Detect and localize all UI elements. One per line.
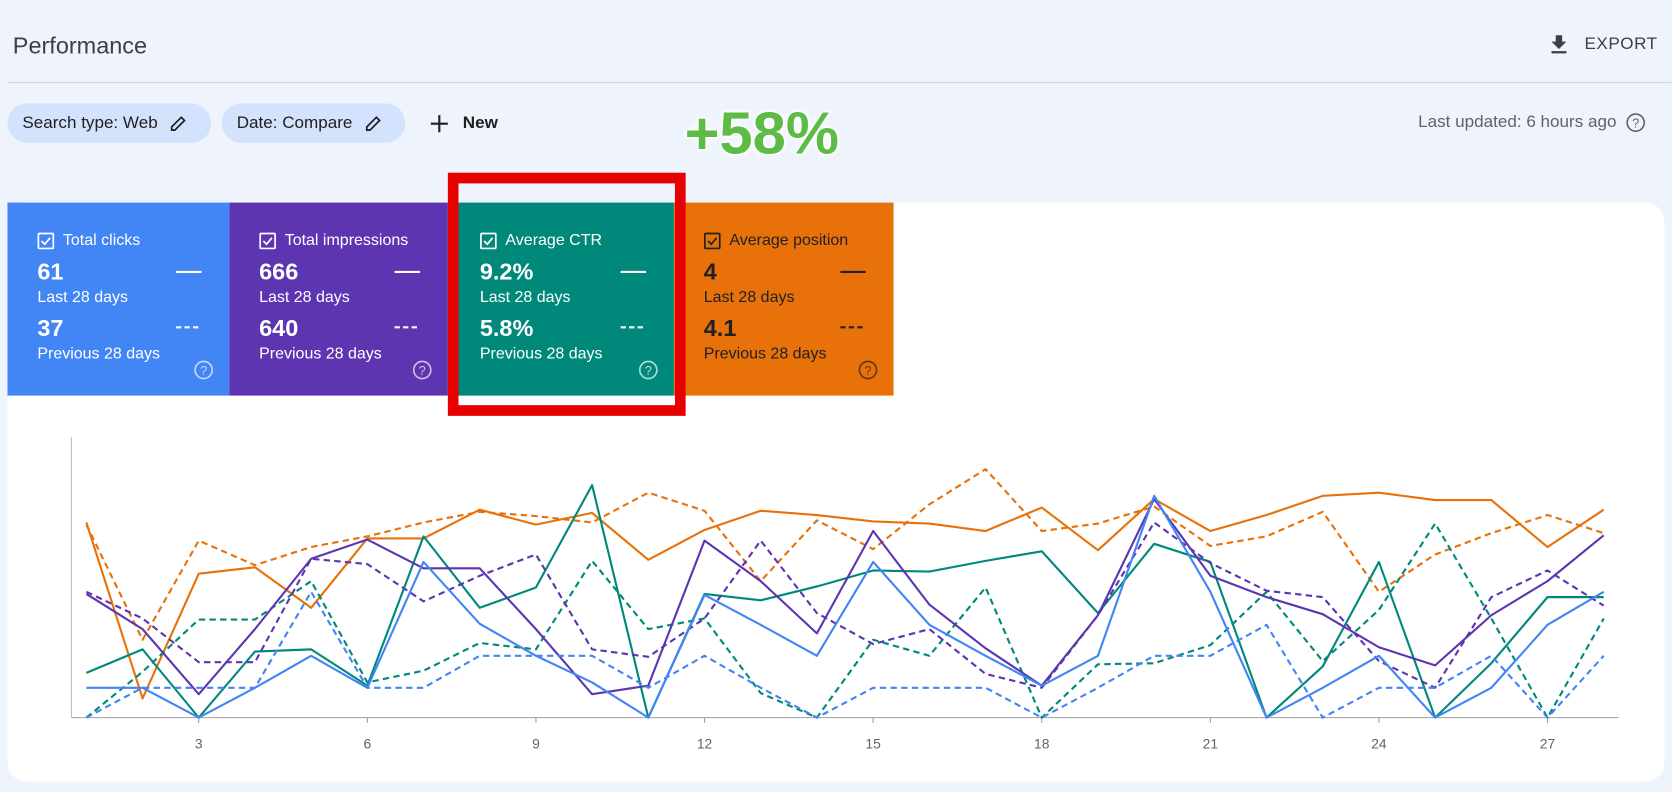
card-label: Average position [729,231,849,250]
metric-card[interactable]: Average CTR 9.2% Last 28 days 5.8% Previ… [447,202,674,396]
svg-text:?: ? [864,363,871,378]
metric-card[interactable]: Average position 4 Last 28 days 4.1 Prev… [673,202,894,396]
x-tick-label: 21 [1203,736,1219,752]
x-tick-label: 24 [1371,736,1387,752]
line-current [85,491,1605,700]
metric-card[interactable]: Total clicks 61 Last 28 days 37 Previous… [7,202,230,396]
help-icon[interactable]: ? [638,359,659,380]
x-tick-label: 12 [697,736,713,752]
svg-text:?: ? [200,363,207,378]
current-value: 666 [259,258,299,285]
card-header: Total clicks [37,231,229,250]
current-period: Last 28 days [479,287,571,307]
previous-period: Previous 28 days [259,344,382,363]
checkbox[interactable] [37,232,55,249]
legend-dashed [394,326,421,329]
current-value: 9.2% [479,258,534,285]
x-tick-label: 9 [532,736,540,752]
x-tick-label: 3 [195,736,203,752]
export-button[interactable]: EXPORT [1546,32,1657,58]
svg-text:?: ? [1632,115,1639,130]
checkbox[interactable] [259,232,276,249]
export-label: EXPORT [1584,35,1658,54]
current-value: 61 [37,258,64,285]
previous-value: 4.1 [703,314,737,342]
download-icon [1551,35,1567,54]
legend-solid [394,270,421,273]
chip-label: Search type: Web [22,113,158,132]
current-value: 4 [703,258,717,285]
legend-dashed [620,326,647,329]
current-period: Last 28 days [703,287,795,307]
previous-value: 640 [259,314,299,342]
previous-value: 5.8% [479,314,534,342]
help-icon[interactable]: ? [193,359,214,380]
current-period: Last 28 days [37,287,129,307]
edit-icon [170,115,186,131]
checkbox[interactable] [480,232,497,249]
divider [7,82,1672,84]
line-current [85,484,1604,719]
card-header: Average CTR [480,231,674,250]
card-header: Total impressions [259,231,448,250]
last-updated-text: Last updated: 6 hours ago [1418,113,1617,132]
current-period: Last 28 days [259,287,350,307]
checkbox[interactable] [703,232,721,249]
svg-text:?: ? [645,363,652,378]
line-previous [85,468,1605,641]
x-tick-label: 6 [364,736,372,752]
help-icon[interactable]: ? [1625,112,1646,133]
line-previous [85,521,1605,689]
svg-text:?: ? [419,363,426,378]
new-label: New [462,113,498,132]
legend-solid [175,270,202,273]
annotation: +58% [683,98,840,167]
previous-period: Previous 28 days [479,344,603,363]
x-tick-label: 18 [1034,736,1050,752]
metric-card[interactable]: Total impressions 666 Last 28 days 640 P… [229,202,448,396]
line-current [86,494,1605,719]
filter-chip[interactable]: Date: Compare [221,103,406,143]
plus-icon [430,114,448,132]
legend-dashed [175,326,202,329]
legend-solid [840,270,866,273]
chip-label: Date: Compare [236,113,353,132]
card-label: Total clicks [62,231,141,250]
help-icon[interactable]: ? [412,359,433,380]
edit-icon [365,115,381,131]
new-filter-button[interactable]: New [429,103,498,142]
page-title: Performance [12,31,148,59]
filter-chip[interactable]: Search type: Web [7,103,212,143]
card-label: Total impressions [284,231,409,250]
x-tick-label: 15 [865,736,881,752]
line-previous [85,522,1605,719]
legend-solid [620,270,647,273]
previous-period: Previous 28 days [37,344,161,363]
x-tick-label: 27 [1540,736,1556,752]
highlight-box [447,172,686,416]
previous-value: 37 [37,314,64,342]
card-header: Average position [703,231,894,250]
help-icon[interactable]: ? [857,359,878,380]
line-previous [85,590,1605,719]
previous-period: Previous 28 days [703,344,827,363]
legend-dashed [840,326,866,329]
card-label: Average CTR [505,231,603,250]
line-current [85,497,1605,696]
last-updated: Last updated: 6 hours ago ? [1418,112,1646,133]
